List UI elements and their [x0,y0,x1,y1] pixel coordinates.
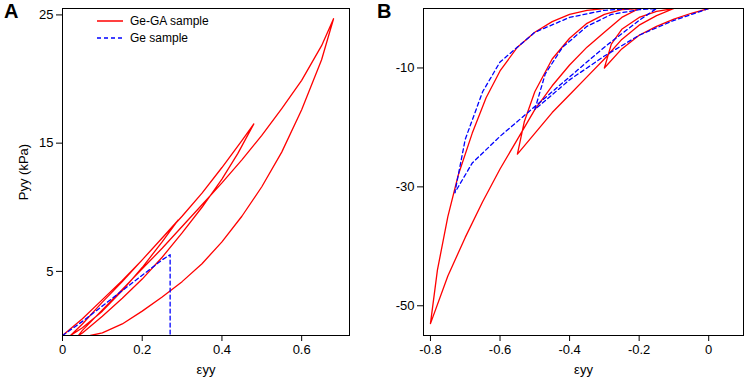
html-text:Ge sample: Ge sample [130,30,188,45]
svg-text:-0.6: -0.6 [489,342,511,357]
svg-text:5: 5 [46,264,53,279]
svg-text:-0.8: -0.8 [419,342,441,357]
html-text:Ge-GA sample: Ge-GA sample [130,13,209,28]
svg-text:-30: -30 [396,179,415,194]
svg-text:0.2: 0.2 [133,342,151,357]
svg-text:-10: -10 [396,60,415,75]
svg-text:εyy: εyy [197,362,216,377]
svg-text:-50: -50 [396,298,415,313]
svg-text:0: 0 [705,342,712,357]
svg-text:0.4: 0.4 [213,342,231,357]
svg-text:εyy: εyy [574,362,593,377]
svg-text:0.6: 0.6 [293,342,311,357]
svg-text:0: 0 [59,342,66,357]
svg-text:Pyy (kPa): Pyy (kPa) [16,144,31,200]
html-text:B: B [377,0,392,22]
svg-text:-0.4: -0.4 [558,342,580,357]
svg-text:25: 25 [39,7,53,22]
svg-text:15: 15 [39,135,53,150]
html-text:A: A [4,0,19,22]
svg-text:-0.2: -0.2 [628,342,650,357]
